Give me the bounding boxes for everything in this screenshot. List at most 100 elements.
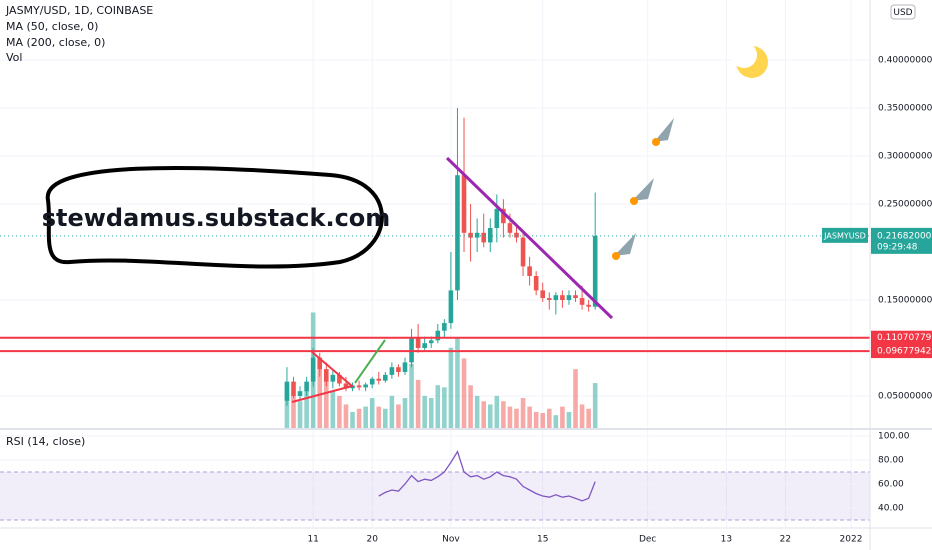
volume-bar <box>560 406 565 428</box>
volume-bar <box>455 337 460 428</box>
volume-bar <box>546 408 552 428</box>
volume-bar <box>383 408 388 428</box>
rsi-line <box>378 450 596 502</box>
x-tick-label: 22 <box>780 535 791 545</box>
volume-bar <box>435 385 441 428</box>
volume-bar <box>297 401 303 428</box>
volume-bar <box>363 406 368 428</box>
last-price-label: 0.21682000 <box>877 231 932 241</box>
candle-body <box>540 290 546 299</box>
candle-body <box>310 357 316 382</box>
volume-bar <box>343 404 349 428</box>
candle-body <box>383 374 388 381</box>
rsi-title: RSI (14, close) <box>6 435 85 448</box>
candle-body <box>317 357 323 370</box>
candle-body <box>527 266 532 277</box>
volume-bar <box>573 369 578 428</box>
volume-bar <box>553 415 559 428</box>
volume-bar <box>323 379 329 428</box>
volume-bar <box>592 383 598 428</box>
volume-bar <box>527 406 532 428</box>
volume-bar <box>461 358 467 428</box>
y-tick-label: 0.25000000 <box>878 200 932 210</box>
candle-body <box>573 295 578 299</box>
candle-body <box>461 175 467 233</box>
x-tick-label: 15 <box>537 535 548 545</box>
volume-bar <box>317 363 323 428</box>
volume-bar <box>586 408 591 428</box>
callout-bubble <box>45 165 384 269</box>
indicator-label: MA (50, close, 0) <box>6 20 98 33</box>
candle-body <box>363 384 368 388</box>
arrow-drawing <box>354 339 386 384</box>
last-price-badge <box>871 227 932 254</box>
candle-body <box>592 235 598 307</box>
candle-body <box>402 362 408 373</box>
candle-body <box>494 208 500 229</box>
volume-bar <box>330 390 336 428</box>
candle-body <box>304 381 309 392</box>
candle-body <box>396 367 401 373</box>
candle-body <box>481 232 486 243</box>
volume-bar <box>501 401 506 428</box>
symbol-title: JASMY/USD, 1D, COINBASE <box>5 4 153 17</box>
rocket-icon <box>630 178 654 205</box>
y-tick-label: 100.00 <box>878 431 910 441</box>
volume-bar <box>487 404 493 428</box>
volume-bar <box>350 411 355 428</box>
level-badge <box>871 344 932 359</box>
candle-body <box>291 381 296 397</box>
candle-body <box>474 232 480 238</box>
volume-bar <box>369 398 375 428</box>
trend-line <box>445 156 614 320</box>
volume-bar <box>442 387 447 428</box>
currency-badge[interactable] <box>890 4 916 20</box>
symbol-badge <box>822 227 868 243</box>
volume-bar <box>428 398 434 428</box>
y-tick-label: 60.00 <box>878 479 904 489</box>
level-label: 0.11070779 <box>877 333 932 343</box>
volume-bar <box>468 385 473 428</box>
candle-body <box>435 330 441 341</box>
x-tick-label: 20 <box>366 535 378 545</box>
candle-body <box>422 343 427 349</box>
x-tick-label: Nov <box>442 535 460 545</box>
volume-bar <box>533 411 539 428</box>
rocket-icon <box>652 118 674 146</box>
candle-body <box>330 374 336 382</box>
x-tick-label: 13 <box>721 535 732 545</box>
volume-bar <box>409 363 414 428</box>
candle-body <box>415 338 421 349</box>
volume-bar <box>507 406 513 428</box>
candle-body <box>586 304 591 307</box>
candle-body <box>579 298 585 305</box>
volume-bar <box>356 408 362 428</box>
volume-bar <box>448 347 454 428</box>
volume-bar <box>376 406 382 428</box>
candle-body <box>560 295 565 301</box>
candle-body <box>428 340 434 344</box>
volume-bar <box>494 395 500 428</box>
y-tick-label: 80.00 <box>878 455 904 465</box>
candle-body <box>356 385 362 388</box>
candle-body <box>448 290 454 324</box>
volume-bar <box>422 395 427 428</box>
triangle-drawing <box>291 351 355 403</box>
candle-body <box>520 237 526 267</box>
annotation-text: stewdamus.substack.com <box>42 204 391 232</box>
candle-body <box>507 223 513 233</box>
candle-body <box>284 381 290 401</box>
volume-bar <box>402 398 408 428</box>
candle-body <box>323 369 329 382</box>
indicator-label: MA (200, close, 0) <box>6 36 105 49</box>
y-tick-label: 0.05000000 <box>878 392 932 402</box>
rsi-band <box>0 471 870 520</box>
volume-bar <box>291 395 296 428</box>
candle-body <box>566 295 572 301</box>
x-tick-label: Dec <box>639 535 656 545</box>
volume-bar <box>304 390 309 428</box>
volume-bar <box>389 395 395 428</box>
moon-icon <box>731 42 768 78</box>
candle-body <box>442 323 447 331</box>
